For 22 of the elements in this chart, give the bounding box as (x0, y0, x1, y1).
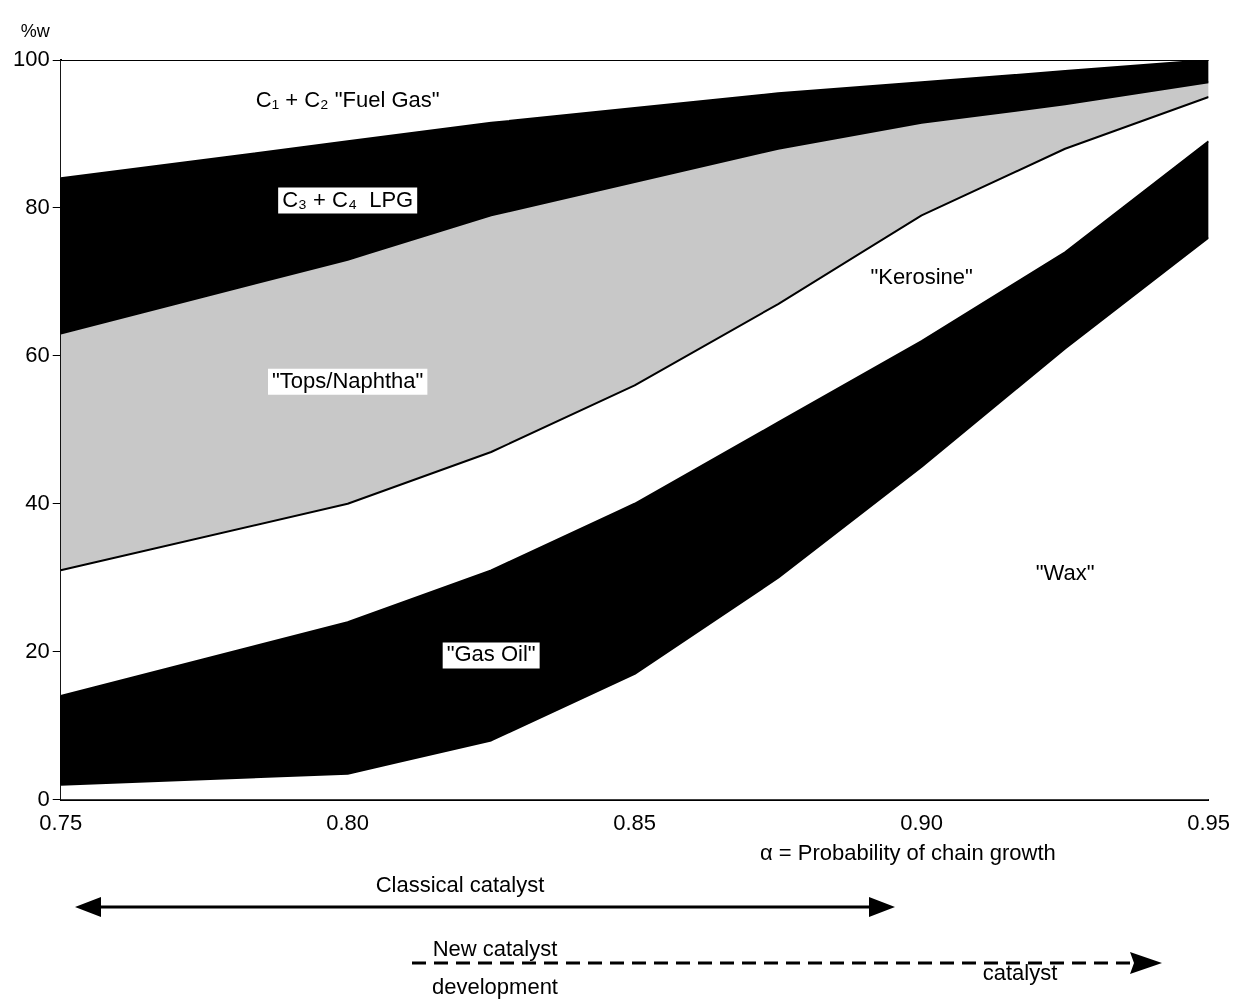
x-tick-label: 0.85 (613, 809, 657, 835)
series-label: C₁ + C₂ "Fuel Gas" (255, 86, 440, 112)
text: Classical catalyst (374, 872, 546, 898)
x-axis-title: α = Probability of chain growth (760, 840, 1056, 866)
series-label: "Wax" (1035, 560, 1095, 586)
x-tick-label: 0.75 (39, 809, 83, 835)
series-label: C₃ + C₄ LPG (282, 186, 414, 212)
y-tick-label: 20 (25, 637, 50, 663)
y-axis-title: %w (20, 20, 51, 41)
y-tick-label: 100 (12, 46, 50, 72)
text: New catalyst development (431, 935, 559, 1001)
y-tick-label: 0 (37, 785, 50, 811)
x-tick-label: 0.95 (1187, 809, 1230, 835)
y-tick-label: 60 (25, 341, 50, 367)
y-tick-label: 80 (25, 193, 50, 219)
x-tick-label: 0.80 (326, 809, 370, 835)
x-tick-label: 0.90 (900, 809, 944, 835)
series-label: "Tops/Naphtha" (271, 367, 424, 393)
series-label: "Gas Oil" (446, 641, 536, 667)
text: catalyst (981, 960, 1059, 986)
y-tick-label: 40 (25, 489, 50, 515)
series-label: "Kerosine" (870, 264, 973, 290)
